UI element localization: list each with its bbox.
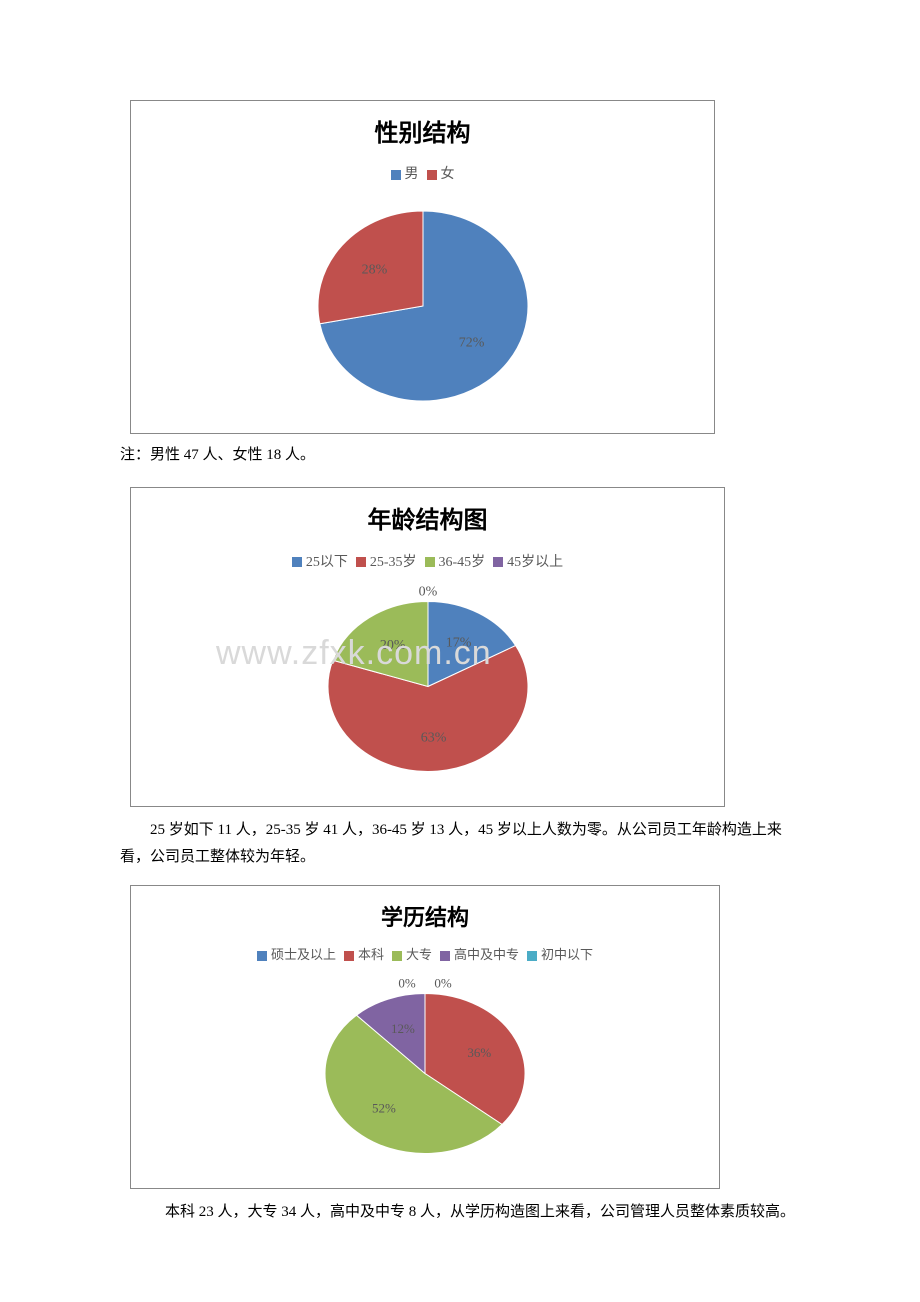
- legend-item: 25以下: [292, 550, 348, 575]
- age-pie-chart: 17% 63% 20% 0%: [218, 585, 638, 780]
- age-paragraph: 25 岁如下 11 人，25-35 岁 41 人，36-45 岁 13 人，45…: [120, 817, 800, 871]
- legend-label: 本科: [358, 947, 384, 962]
- pie-slice-label: 63%: [420, 730, 446, 745]
- gender-chart-box: 性别结构 男女 72%28%: [130, 100, 715, 434]
- pie-zero-label: 0%: [398, 977, 416, 991]
- legend-label: 大专: [406, 947, 432, 962]
- pie-slice-label: 52%: [372, 1100, 396, 1115]
- legend-label: 36-45岁: [439, 555, 486, 570]
- education-chart-legend: 硕士及以上 本科 大专 高中及中专 初中以下: [131, 943, 719, 966]
- pie-slice-label: 28%: [361, 263, 387, 278]
- education-paragraph: 本科 23 人，大专 34 人，高中及中专 8 人，从学历构造图上来看，公司管理…: [120, 1199, 800, 1226]
- legend-swatch: [391, 170, 401, 180]
- legend-label: 高中及中专: [454, 947, 519, 962]
- age-chart-legend: 25以下 25-35岁 36-45岁 45岁以上: [131, 550, 724, 575]
- legend-swatch: [392, 951, 402, 961]
- legend-item: 女: [427, 162, 455, 187]
- legend-swatch: [440, 951, 450, 961]
- pie-slice-label: 72%: [458, 336, 484, 351]
- legend-item: 本科: [344, 943, 384, 966]
- legend-swatch: [493, 557, 503, 567]
- legend-swatch: [427, 170, 437, 180]
- pie-slice-label: 36%: [467, 1045, 491, 1060]
- legend-swatch: [292, 557, 302, 567]
- legend-label: 硕士及以上: [271, 947, 336, 962]
- legend-item: 初中以下: [527, 943, 593, 966]
- legend-item: 男: [391, 162, 419, 187]
- education-chart-title: 学历结构: [131, 898, 719, 938]
- gender-pie-wrap: 72% 28%: [131, 197, 714, 417]
- education-pie-chart: 36% 52% 12% 0% 0%: [215, 977, 635, 1162]
- pie-zero-label: 0%: [434, 977, 452, 991]
- legend-item: 36-45岁: [425, 550, 486, 575]
- legend-label: 初中以下: [541, 947, 593, 962]
- age-chart-box: 年龄结构图 25以下25-35岁36-45岁45岁以上 17%63%20%0% …: [130, 487, 725, 806]
- legend-label: 女: [441, 167, 455, 182]
- legend-item: 45岁以上: [493, 550, 563, 575]
- education-chart-box: 学历结构 硕士及以上 本科 大专 高中及中专 初中以下 36% 52% 12% 0% 0%: [130, 885, 720, 1189]
- legend-label: 25以下: [306, 555, 348, 570]
- legend-swatch: [344, 951, 354, 961]
- legend-item: 25-35岁: [356, 550, 417, 575]
- legend-item: 高中及中专: [440, 943, 519, 966]
- legend-swatch: [527, 951, 537, 961]
- gender-chart-legend: 男女: [131, 162, 714, 187]
- pie-slice-label: 17%: [445, 635, 471, 650]
- gender-note: 注：男性 47 人、女性 18 人。: [120, 442, 800, 469]
- age-pie-wrap: 17% 63% 20% 0%: [131, 585, 724, 790]
- pie-slice-label: 12%: [391, 1021, 415, 1036]
- legend-label: 45岁以上: [507, 555, 563, 570]
- legend-item: 大专: [392, 943, 432, 966]
- gender-pie-chart: 72% 28%: [223, 197, 623, 407]
- legend-label: 25-35岁: [370, 555, 417, 570]
- gender-chart-title: 性别结构: [131, 113, 714, 156]
- age-chart-title: 年龄结构图: [131, 500, 724, 543]
- legend-swatch: [356, 557, 366, 567]
- legend-swatch: [425, 557, 435, 567]
- pie-zero-label: 0%: [418, 585, 437, 600]
- education-pie-wrap: 36% 52% 12% 0% 0%: [131, 977, 719, 1172]
- legend-swatch: [257, 951, 267, 961]
- pie-slice-label: 20%: [379, 638, 405, 653]
- legend-item: 硕士及以上: [257, 943, 336, 966]
- legend-label: 男: [405, 167, 419, 182]
